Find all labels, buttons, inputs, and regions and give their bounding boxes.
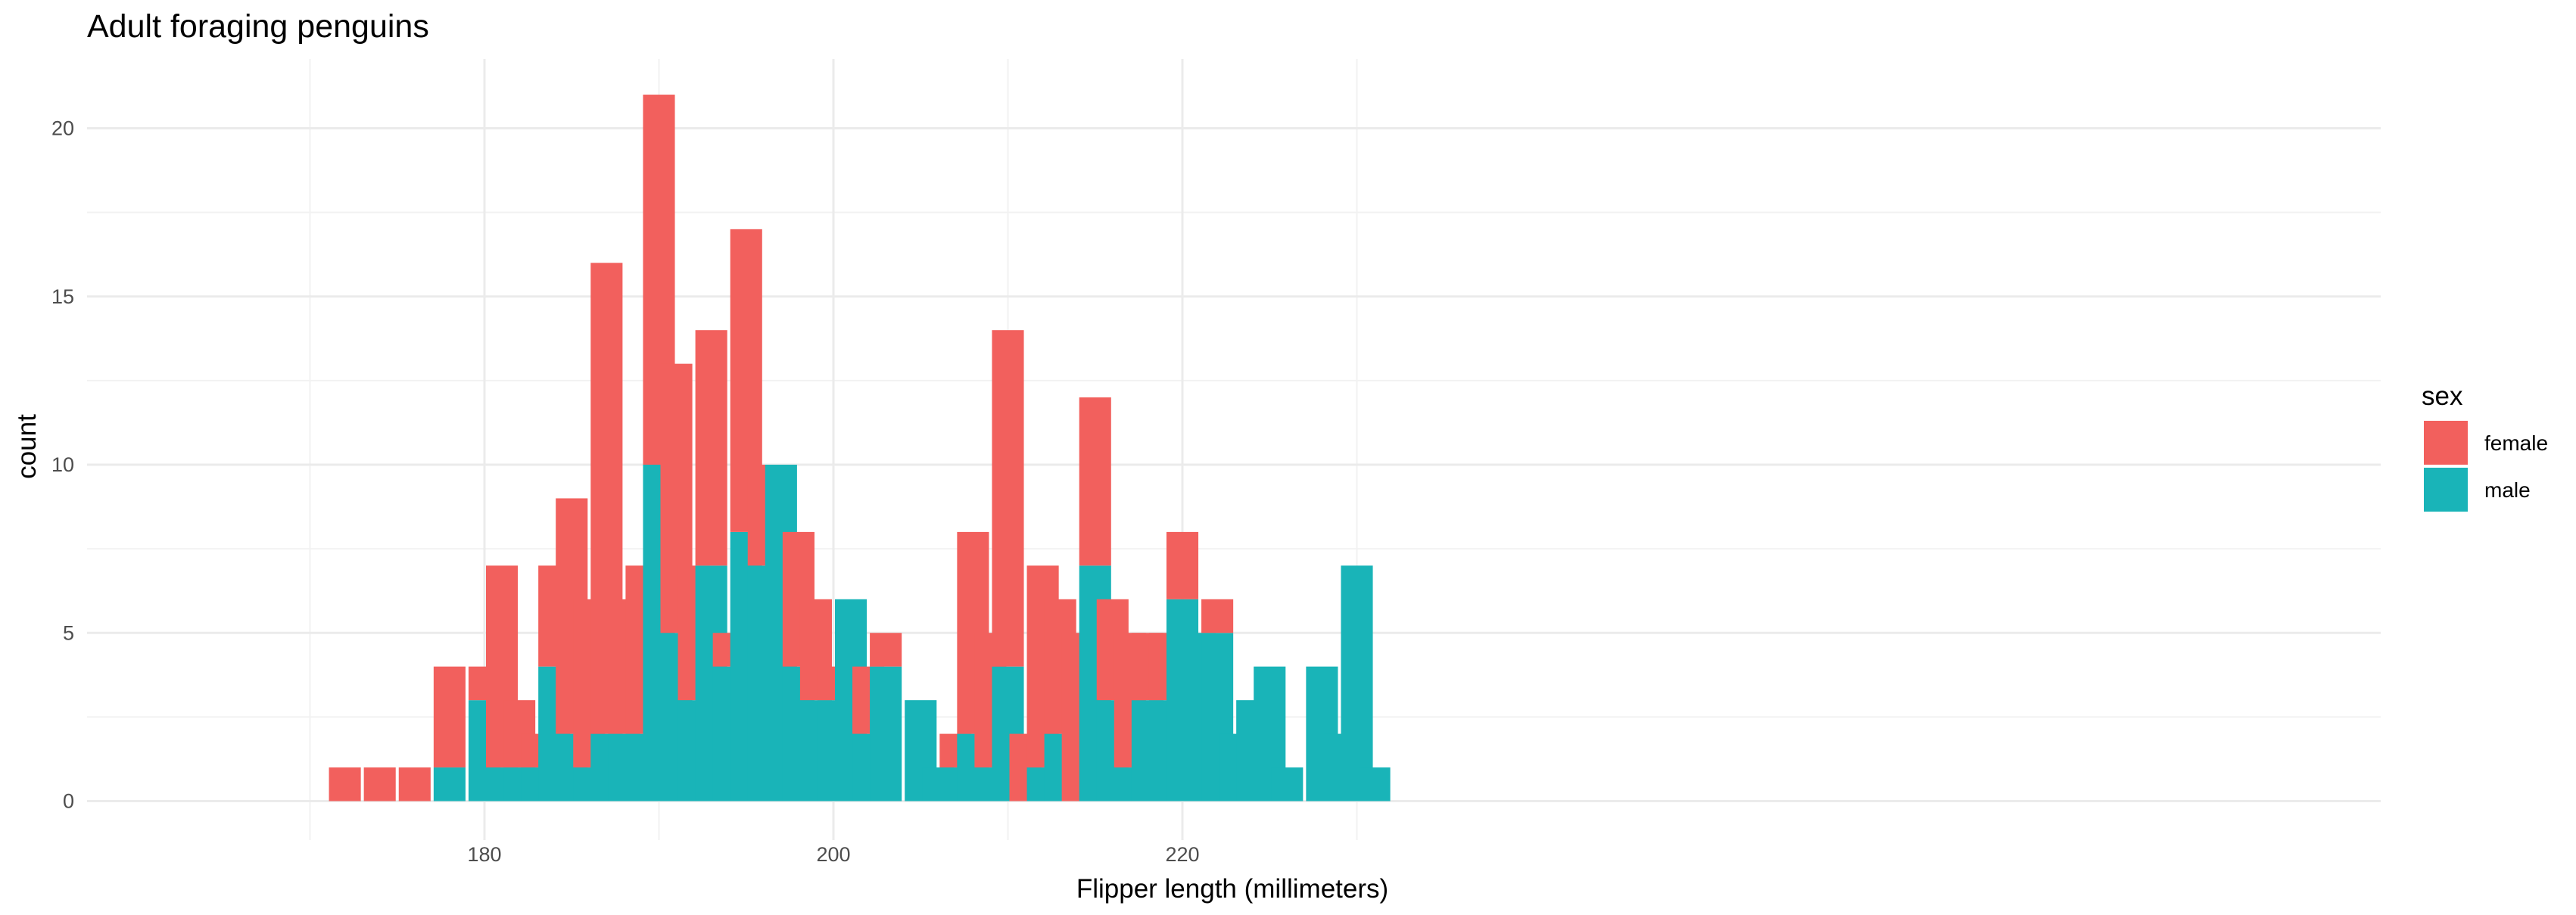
bar-female xyxy=(992,330,1024,667)
bar-female xyxy=(329,767,361,801)
y-tick-label: 10 xyxy=(51,453,74,476)
bar-male xyxy=(1271,767,1304,801)
y-tick-label: 20 xyxy=(51,117,74,140)
bar-female xyxy=(398,767,431,801)
bar-female xyxy=(695,330,727,566)
x-tick-labels: 180 200 220 xyxy=(467,843,1199,866)
bar-female xyxy=(1201,599,1234,633)
bar-female xyxy=(363,767,396,801)
legend-swatch-male xyxy=(2424,468,2468,512)
y-tick-label: 5 xyxy=(63,621,74,644)
x-tick-label: 200 xyxy=(816,843,850,866)
legend-title: sex xyxy=(2422,381,2463,411)
y-tick-label: 15 xyxy=(51,285,74,308)
legend-label-male: male xyxy=(2484,478,2531,502)
legend: sex female male xyxy=(2422,381,2548,512)
bar-female xyxy=(1079,397,1111,566)
bar-female xyxy=(870,633,902,667)
x-tick-label: 220 xyxy=(1165,843,1199,866)
bar-male xyxy=(870,666,902,801)
bars xyxy=(329,95,1391,801)
bar-male xyxy=(1358,767,1391,801)
chart-title: Adult foraging penguins xyxy=(87,8,429,45)
x-tick-label: 180 xyxy=(467,843,501,866)
y-axis-title: count xyxy=(12,414,42,479)
x-axis-title: Flipper length (millimeters) xyxy=(1076,874,1388,904)
legend-label-female: female xyxy=(2484,431,2548,455)
bar-female xyxy=(1166,531,1199,599)
y-tick-label: 0 xyxy=(63,790,74,813)
bar-male xyxy=(1341,565,1373,801)
bar-female xyxy=(433,666,466,768)
legend-swatch-female xyxy=(2424,421,2468,465)
grid-lines xyxy=(87,59,2381,840)
y-tick-labels: 0 5 10 15 20 xyxy=(51,117,74,813)
bar-male xyxy=(433,767,466,801)
